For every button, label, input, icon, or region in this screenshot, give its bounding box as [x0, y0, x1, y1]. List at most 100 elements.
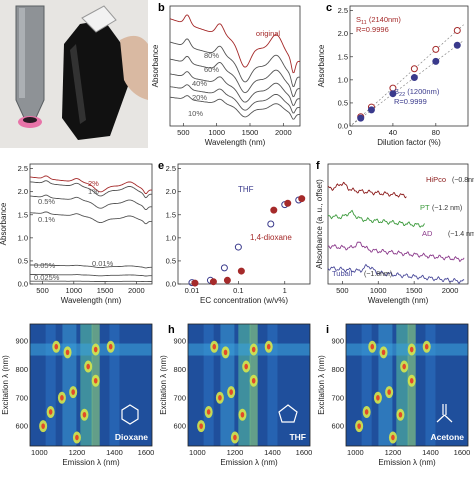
pl-spot-core [357, 423, 361, 429]
panel-c: c 0 40 80 0.0 0.5 1.0 1.5 2.0 2.5 Dilution factor… [316, 0, 474, 158]
series-line [29, 211, 152, 225]
y-axis-label: Absorbance (a. u., offset) [316, 179, 324, 269]
excitation-band [30, 343, 152, 356]
x-tick-label: 1000 [31, 448, 48, 457]
data-point [389, 90, 397, 98]
pl-spot-core [229, 389, 233, 395]
series-label: 0.025% [34, 273, 60, 282]
series-label: 0.05% [34, 261, 56, 270]
y-tick-label: 1.0 [166, 233, 176, 242]
y-tick-label: 0.0 [166, 280, 176, 289]
emission-streak [378, 324, 393, 446]
x-tick-label: 1500 [406, 286, 423, 295]
series-line [29, 180, 153, 199]
x-tick-label: 2000 [275, 128, 292, 137]
series-line [30, 273, 152, 277]
y-tick-label: 1.5 [166, 210, 176, 219]
series-label: 1% [88, 187, 99, 196]
x-tick-label: 1200 [385, 448, 402, 457]
panel-label-f: f [316, 160, 320, 172]
panel-label-b: b [158, 2, 165, 14]
panel-g: 1000 1200 1400 1600 600 700 800 900 Emission λ (… [0, 316, 158, 474]
series-label: 2% [88, 179, 99, 188]
series-label: Tuball [332, 269, 352, 278]
x-tick-label: 500 [36, 286, 49, 295]
acetone-structure-icon [436, 404, 453, 423]
x-axis-label: Emission λ (nm) [378, 458, 436, 467]
plot-frame [187, 323, 311, 447]
data-point [223, 276, 231, 284]
x-tick-label: 1400 [422, 448, 439, 457]
y-tick-label: 900 [15, 337, 28, 346]
emission-streak [425, 324, 436, 446]
pl-spot-core [93, 346, 98, 353]
series-line [327, 241, 465, 263]
x-axis-label: Emission λ (nm) [62, 458, 120, 467]
y-tick-label: 2.5 [166, 164, 176, 173]
series-label-thf: THF [238, 185, 254, 194]
y-tick-label: 0.5 [18, 256, 28, 265]
data-point [209, 278, 217, 286]
pl-spot-core [60, 394, 64, 401]
y-tick-label: 0.5 [166, 256, 176, 265]
panel-i: i 1000 1200 1400 1600 600 700 800 900 Emission λ… [316, 316, 474, 474]
emission-streak [45, 324, 56, 446]
chart-f: 500 1000 1500 2000 Wavelength (nm) Absorbance… [315, 163, 474, 305]
y-tick-label: 800 [15, 365, 28, 374]
series-label: AD [422, 229, 433, 238]
series-label: 40% [192, 79, 207, 88]
chart-b: 500 1000 1500 2000 Wavelength (nm) Absorbance… [151, 5, 301, 147]
emission-streak [220, 324, 235, 446]
y-tick-label: 2.0 [18, 187, 28, 196]
data-point [220, 264, 228, 272]
x-tick-label: 500 [177, 128, 190, 137]
x-tick-label: 1 [283, 286, 287, 295]
series-line [29, 280, 152, 283]
vial-illustration [62, 5, 136, 140]
panel-label-c: c [326, 2, 333, 14]
x-axis-label: Wavelength (nm) [61, 296, 122, 305]
y-tick-label: 900 [173, 337, 186, 346]
pl-spot-core [381, 349, 386, 356]
plot-frame [29, 163, 153, 285]
series-line [327, 209, 425, 228]
r-label-s22: R=0.9999 [394, 97, 427, 106]
panel-b: b 500 1000 1500 2000 Wavelength (nm) Absorban… [148, 0, 306, 158]
emission-streak [109, 324, 120, 446]
series-label: PT [420, 203, 430, 212]
x-tick-label: 1200 [227, 448, 244, 457]
series-line [29, 175, 152, 194]
series-label: 10% [188, 109, 203, 118]
pl-spot-core [93, 377, 98, 384]
data-point [410, 74, 418, 82]
pl-spot-core [199, 423, 203, 429]
pl-spot-core [233, 434, 237, 441]
panel-label-e: e [158, 160, 165, 172]
series-line [327, 181, 407, 199]
x-tick-label: 80 [432, 128, 440, 137]
plot-frame [349, 5, 469, 127]
emission-streak [238, 324, 251, 446]
y-tick-label: 1.5 [18, 210, 28, 219]
data-point [298, 195, 306, 203]
dioxane-structure-icon [121, 404, 139, 425]
y-tick-label: 2.5 [18, 164, 28, 173]
y-axis-label: Absorbance [0, 202, 8, 245]
y-tick-label: 700 [173, 393, 186, 402]
pl-spot-core [391, 434, 395, 441]
pl-spot-core [240, 411, 245, 418]
panel-d: 500 1000 1500 2000 0.0 0.5 1.0 1.5 2.0 2.5 Wavelen… [0, 158, 158, 316]
x-tick-label: 1400 [106, 448, 123, 457]
y-tick-label: 700 [331, 393, 344, 402]
panel-h: h 1000 1200 1400 1600 600 700 800 900 Emission λ… [158, 316, 316, 474]
x-tick-label: 40 [389, 128, 397, 137]
fit-line [351, 40, 464, 125]
y-axis-label: Absorbance [317, 44, 326, 87]
panel-e: e 0.01 0.1 1 0.0 0.5 1.0 1.5 2.0 2.5 EC concentra… [149, 158, 316, 316]
y-tick-label: 700 [15, 393, 28, 402]
pl-spot-core [206, 409, 211, 415]
y-axis-label: Excitation λ (nm) [1, 355, 10, 415]
data-point [270, 206, 278, 214]
y-tick-label: 800 [173, 365, 186, 374]
x-tick-label: 2000 [442, 286, 459, 295]
